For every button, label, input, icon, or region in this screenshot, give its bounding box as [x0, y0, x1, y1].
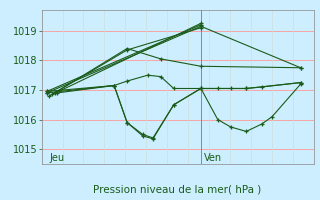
Text: Jeu: Jeu — [49, 153, 65, 163]
Text: Ven: Ven — [204, 153, 222, 163]
Text: Pression niveau de la mer( hPa ): Pression niveau de la mer( hPa ) — [93, 184, 262, 194]
